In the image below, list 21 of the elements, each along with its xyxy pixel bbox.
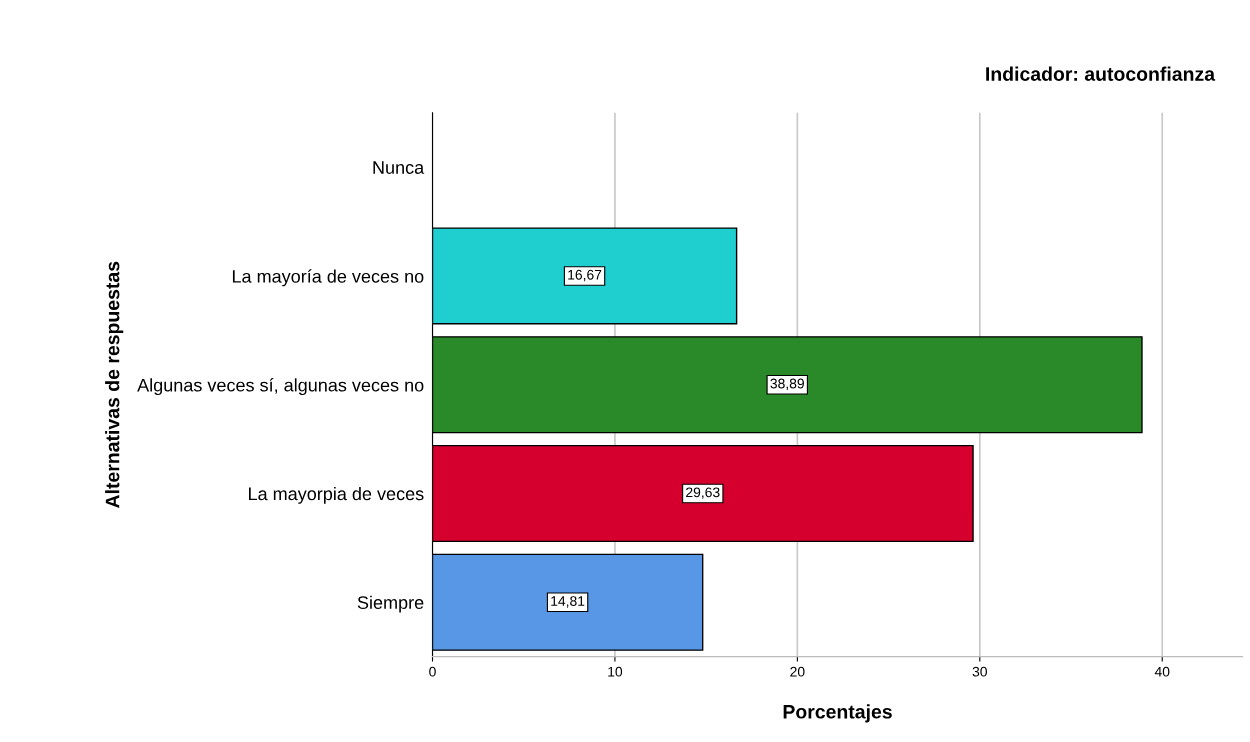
data-label: 38,89 [770,378,804,391]
x-tick-label: 40 [1154,666,1170,677]
x-tick-label: 10 [608,666,623,677]
x-tick-label: 0 [429,666,436,677]
bar [432,227,738,325]
x-tick-label: 20 [790,666,805,677]
y-tick-label: La mayorpia de veces [249,486,424,504]
data-label: 16,67 [568,269,602,282]
data-label: 29,63 [686,487,720,499]
x-axis-title: Porcentajes [783,704,892,723]
data-label: 14,81 [551,596,585,608]
y-tick-label: La mayoría de veces no [232,269,424,287]
x-tick-label: 30 [972,666,987,677]
bar [432,336,1143,434]
bar [432,553,704,651]
chart-title: Indicador: autoconfianza [986,66,1216,81]
y-tick-label: Algunas veces sí, algunas veces no [137,378,424,396]
y-tick-label: Siempre [357,595,424,613]
y-tick-label: Nunca [373,161,425,174]
y-axis-title: Alternativas de respuestas [105,261,124,508]
bar [432,444,974,543]
